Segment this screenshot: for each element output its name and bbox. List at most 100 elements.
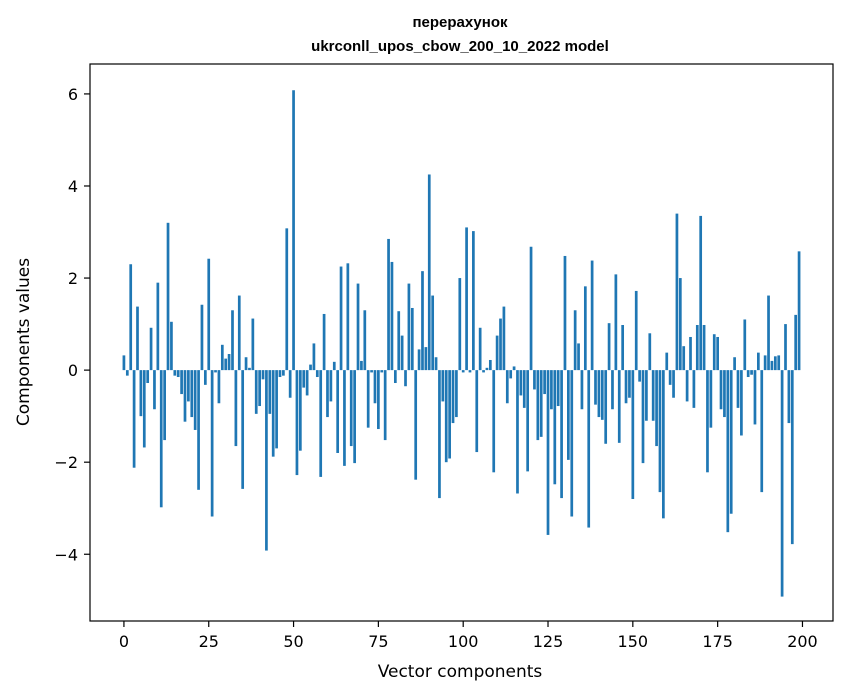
bar (519, 370, 523, 396)
bar (553, 370, 557, 485)
bar (298, 370, 302, 451)
bar (634, 290, 638, 371)
bar (790, 370, 794, 545)
bar (604, 370, 608, 444)
bar (675, 213, 679, 371)
y-tick-label: 4 (68, 177, 78, 196)
bar (638, 370, 641, 382)
y-tick-label: 6 (68, 85, 78, 104)
bar (485, 367, 489, 371)
bar (536, 370, 540, 441)
bar (271, 370, 275, 457)
bar (546, 370, 550, 535)
chart-subtitle: ukrconll_upos_cbow_200_10_2022 model (311, 38, 609, 55)
bar (621, 325, 625, 371)
bar (780, 370, 784, 597)
bar (550, 370, 553, 410)
bar (125, 370, 129, 376)
bar (309, 364, 312, 371)
bar (248, 367, 251, 371)
bars-group (122, 90, 801, 597)
bar (645, 370, 648, 421)
chart-title: перерахунок (412, 14, 508, 31)
y-tick-label: −4 (54, 545, 78, 564)
bar (482, 370, 485, 373)
bar (706, 370, 709, 473)
bar (349, 370, 353, 447)
bar (407, 283, 411, 371)
bar (655, 370, 658, 447)
bar (787, 370, 791, 424)
bar (190, 370, 194, 418)
bar (217, 370, 221, 404)
bar (526, 370, 530, 472)
bar (343, 370, 346, 466)
bar (499, 318, 502, 371)
bar (488, 359, 492, 371)
bar (475, 370, 479, 453)
x-tick-label: 200 (787, 632, 818, 651)
bar (533, 370, 536, 390)
bar (678, 278, 682, 371)
bar (448, 370, 451, 459)
bar (360, 360, 363, 371)
bar (563, 255, 567, 371)
x-tick-label: 175 (702, 632, 733, 651)
bar (577, 343, 580, 371)
x-tick-label: 25 (199, 632, 219, 651)
bar (261, 370, 265, 380)
bar (753, 370, 757, 425)
bar (461, 370, 465, 373)
bar (156, 282, 160, 371)
x-tick-label: 0 (119, 632, 129, 651)
bar (692, 370, 696, 408)
bar (631, 370, 635, 500)
bar (220, 344, 224, 371)
bar (234, 370, 238, 447)
bar (427, 174, 431, 371)
bar (672, 370, 675, 398)
bar (136, 306, 139, 371)
bar (417, 349, 421, 371)
bar (539, 370, 543, 437)
bar (455, 370, 458, 418)
bar (346, 263, 350, 371)
bar (153, 370, 156, 410)
bar (397, 311, 401, 371)
bar (241, 370, 245, 489)
bar (516, 370, 519, 494)
bar (607, 323, 611, 371)
bar (414, 370, 418, 480)
bar (668, 370, 672, 385)
bar (207, 258, 211, 371)
bar (509, 370, 513, 379)
bar (214, 370, 217, 373)
y-tick-label: 2 (68, 269, 78, 288)
bar (237, 295, 241, 371)
bar (543, 370, 546, 395)
bar (757, 352, 760, 371)
x-tick-label: 75 (368, 632, 388, 651)
bar (404, 370, 407, 387)
bar (797, 251, 801, 371)
bar (146, 370, 150, 384)
bar (773, 356, 777, 371)
bar (295, 370, 299, 476)
bar (451, 370, 455, 424)
bar (159, 370, 163, 508)
bar (380, 370, 384, 373)
bar (583, 286, 587, 371)
bar (794, 314, 798, 371)
bar (377, 370, 380, 430)
bar (142, 370, 146, 448)
bar (723, 370, 726, 418)
bar (492, 370, 496, 473)
bar (614, 274, 618, 371)
bar (170, 321, 173, 371)
bar (733, 357, 736, 371)
bar (716, 336, 719, 371)
bar (767, 295, 770, 371)
bar (132, 370, 136, 468)
bar (332, 361, 336, 371)
bar (719, 370, 723, 410)
